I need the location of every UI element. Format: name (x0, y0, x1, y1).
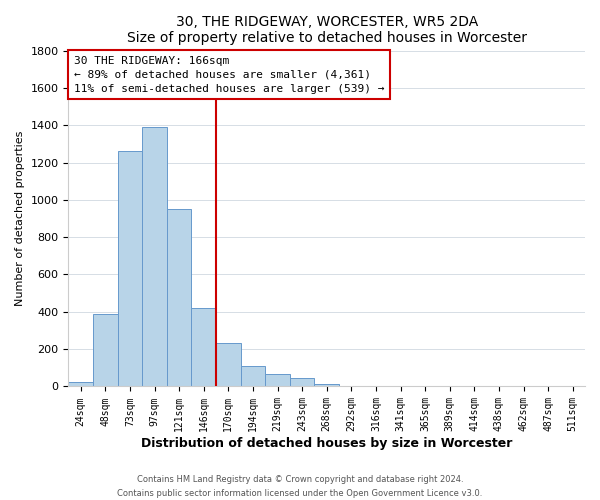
Bar (265, 374, 290, 386)
Bar (290, 378, 314, 386)
Title: 30, THE RIDGEWAY, WORCESTER, WR5 2DA
Size of property relative to detached house: 30, THE RIDGEWAY, WORCESTER, WR5 2DA Siz… (127, 15, 527, 45)
Bar (314, 384, 339, 386)
Bar (118, 152, 142, 386)
Bar (191, 308, 216, 386)
Bar (93, 314, 118, 386)
Bar (216, 342, 241, 386)
Text: Contains HM Land Registry data © Crown copyright and database right 2024.
Contai: Contains HM Land Registry data © Crown c… (118, 476, 482, 498)
Text: 30 THE RIDGEWAY: 166sqm
← 89% of detached houses are smaller (4,361)
11% of semi: 30 THE RIDGEWAY: 166sqm ← 89% of detache… (74, 56, 384, 94)
Bar (241, 366, 265, 386)
X-axis label: Distribution of detached houses by size in Worcester: Distribution of detached houses by size … (141, 437, 512, 450)
Bar (167, 209, 191, 386)
Bar (142, 127, 167, 386)
Bar (68, 382, 93, 386)
Y-axis label: Number of detached properties: Number of detached properties (15, 131, 25, 306)
